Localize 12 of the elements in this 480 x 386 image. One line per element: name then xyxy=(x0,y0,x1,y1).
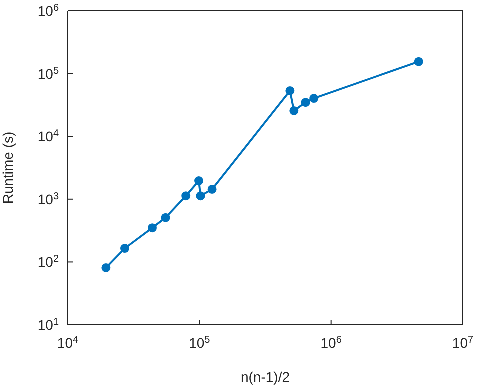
y-tick-label: 10$^{2}$ xyxy=(38,254,60,270)
x-tick-label: 10$^{5}$ xyxy=(189,334,211,351)
y-tick-label: 10$^{1}$ xyxy=(38,316,60,333)
y-tick-label: 10$^{6}$ xyxy=(38,2,60,19)
x-tick-label: 10$^{7}$ xyxy=(452,334,474,351)
x-tick-label: 10$^{4}$ xyxy=(57,334,80,351)
x-axis-title: n(n-1)/2 xyxy=(240,369,290,385)
y-axis-title: Runtime (s) xyxy=(0,132,16,204)
y-tick-label: 10$^{3}$ xyxy=(38,190,60,208)
x-tick-label: 10$^{6}$ xyxy=(320,334,342,351)
y-tick-label: 10$^{5}$ xyxy=(38,65,60,82)
y-tick-label: 10$^{4}$ xyxy=(38,128,60,145)
